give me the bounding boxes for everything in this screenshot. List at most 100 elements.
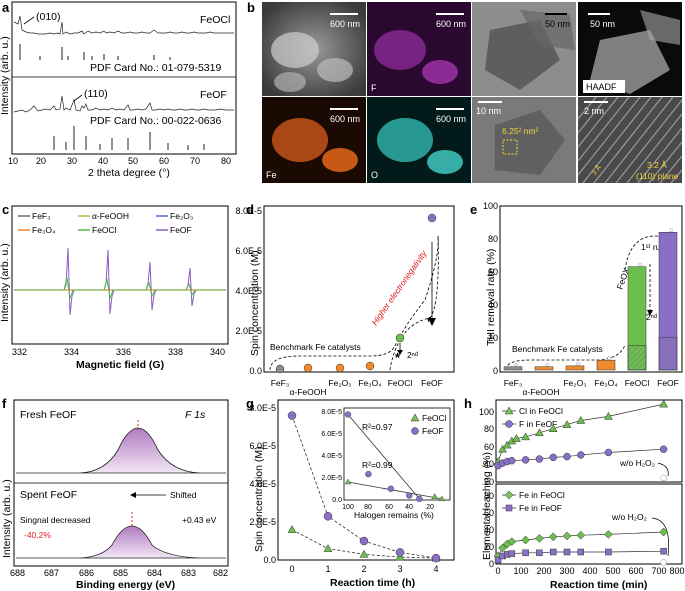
d-point-5 xyxy=(427,213,437,223)
tem-scale: 50 nm xyxy=(545,19,570,29)
feocl-pdf-lines xyxy=(19,44,171,60)
h-top-point-1-8 xyxy=(577,451,585,459)
svg-text:334: 334 xyxy=(64,347,79,357)
panel-d-marks: ** xyxy=(275,213,437,374)
panel-h-legend-bottom: Fe in FeOCl Fe in FeOF xyxy=(502,490,565,513)
g-point-feof-1 xyxy=(323,512,333,521)
svg-text:Fe₃O₄: Fe₃O₄ xyxy=(358,378,382,388)
d-point-3 xyxy=(365,361,375,371)
svg-text:600: 600 xyxy=(628,566,643,576)
svg-text:4.0E-5: 4.0E-5 xyxy=(249,479,276,489)
r1-label: R²=0.97 xyxy=(362,422,393,432)
first-run-label: 1ˢᵗ run xyxy=(641,242,665,252)
svg-text:4.0E-5: 4.0E-5 xyxy=(235,286,262,296)
shifted-label: Shifted xyxy=(170,490,197,500)
h-top-point-0-5 xyxy=(521,432,531,441)
e-dot-2 xyxy=(576,362,580,366)
d-point-1 xyxy=(303,363,313,373)
panel-h-legend-top: Cl in FeOCl F in FeOF xyxy=(502,406,563,429)
legend-feooh: α-FeOOH xyxy=(92,211,129,221)
h-bot-point-1-3 xyxy=(508,550,516,557)
svg-text:800: 800 xyxy=(669,566,684,576)
feof-xrd-curve xyxy=(13,95,234,113)
e-bar-1 xyxy=(534,366,554,371)
panel-c-xlabel: Magnetic field (G) xyxy=(76,359,164,371)
o-map-scale: 600 nm xyxy=(436,114,466,124)
svg-text:2: 2 xyxy=(361,564,366,574)
inset-point-feof-4 xyxy=(416,495,423,503)
h-bot-point-0-9 xyxy=(604,530,613,539)
inset-marks xyxy=(344,411,446,503)
inset-legend-feof: FeOF xyxy=(422,426,444,436)
e-bar-0 xyxy=(503,366,523,371)
panel-b: b 600 nm 600 nm F 50 nm 50 nm HAADF 600 … xyxy=(247,0,683,184)
h-bot-point-1-9 xyxy=(605,548,612,556)
h-top-point-1-7 xyxy=(563,452,571,461)
panel-f-xticks: 688 687 686 685 684 683 682 xyxy=(10,568,228,578)
svg-text:3: 3 xyxy=(397,564,402,574)
haadf-scale: 50 nm xyxy=(590,19,615,29)
svg-text:0.0: 0.0 xyxy=(263,555,276,565)
f-map-label: F xyxy=(371,83,377,93)
g-point-feof-0 xyxy=(287,411,297,420)
svg-text:6.0E-5: 6.0E-5 xyxy=(249,441,276,451)
h-bot-point-1-10 xyxy=(660,547,667,555)
h-bot-point-0-5 xyxy=(535,534,544,543)
legend-feof: FeOF xyxy=(170,225,192,235)
panel-b-letter: b xyxy=(247,0,255,15)
panel-c-frame xyxy=(11,205,229,345)
feof-pdf-lines xyxy=(53,126,205,150)
svg-text:60: 60 xyxy=(484,508,494,518)
legend-f: F in FeOF xyxy=(519,419,557,429)
panel-g-xticks: 0 1 2 3 4 xyxy=(289,564,438,574)
h-top-point-2-0 xyxy=(660,474,667,482)
e-bar-3 xyxy=(596,359,616,371)
g-point-feocl-1 xyxy=(323,544,333,552)
lattice-fringes xyxy=(577,96,683,184)
wo-label-top: w/o H₂O₂ xyxy=(619,458,655,468)
e-second-bar-4 xyxy=(627,345,647,371)
lattice-scale: 2 nm xyxy=(584,106,604,116)
d-spacing-label: 3.2 Å xyxy=(647,160,667,170)
panel-e-frame xyxy=(499,205,683,373)
haadf-label: HAADF xyxy=(586,82,617,92)
panel-e-marks xyxy=(503,228,678,371)
panel-g-letter: g xyxy=(246,396,254,411)
h-bot-point-1-8 xyxy=(577,548,585,556)
panel-a-letter: a xyxy=(2,0,10,15)
inset-yticks: 0.0 2.0E-5 4.0E-5 6.0E-5 8.0E-5 xyxy=(321,409,342,504)
h-bot-point-1-4 xyxy=(522,549,529,557)
svg-text:80: 80 xyxy=(221,156,231,166)
d-point-2 xyxy=(335,363,345,373)
benchmark-label-e: Benchmark Fe catalysts xyxy=(512,344,603,354)
panel-c: c FeF₃ α-FeOOH Fe₂O₃ Fe₃O₄ FeOCl FeOF In… xyxy=(0,202,229,371)
svg-text:20: 20 xyxy=(488,333,498,343)
svg-text:340: 340 xyxy=(210,347,225,357)
svg-text:40: 40 xyxy=(98,156,108,166)
svg-text:40: 40 xyxy=(488,300,498,310)
panel-c-ylabel: Intensity (arb. u.) xyxy=(0,243,11,322)
svg-text:685: 685 xyxy=(113,568,128,578)
r2-label: R²=0.99 xyxy=(362,460,393,470)
svg-text:500: 500 xyxy=(605,566,620,576)
svg-text:100: 100 xyxy=(483,201,498,211)
area-label: 6.25² nm² xyxy=(502,126,539,136)
h-bot-point-0-8 xyxy=(576,530,586,540)
f-map-scale: 600 nm xyxy=(436,19,466,29)
svg-text:60: 60 xyxy=(488,267,498,277)
svg-text:Fe₃O₄: Fe₃O₄ xyxy=(594,378,618,388)
svg-text:20: 20 xyxy=(484,542,494,552)
o-map-label: O xyxy=(371,170,378,180)
svg-text:6.0E-5: 6.0E-5 xyxy=(321,431,342,438)
h-top-point-1-4 xyxy=(521,456,530,464)
panel-h-yticks-bottom: 0 20 40 60 80 xyxy=(484,491,494,569)
h-top-point-0-10 xyxy=(603,411,613,420)
panel-a-ylabel: Intensity (arb. u.) xyxy=(0,36,11,115)
benchmark-label-d: Benchmark Fe catalysts xyxy=(270,342,361,352)
panel-a: a FeOCl (010) PDF Card No.: 01-079-5319 … xyxy=(0,0,237,179)
plane-label: (110) plane xyxy=(636,171,679,181)
inset-point-feof-1 xyxy=(365,470,372,478)
g-point-feocl-2 xyxy=(359,549,369,558)
svg-text:FeOCl: FeOCl xyxy=(625,378,650,388)
